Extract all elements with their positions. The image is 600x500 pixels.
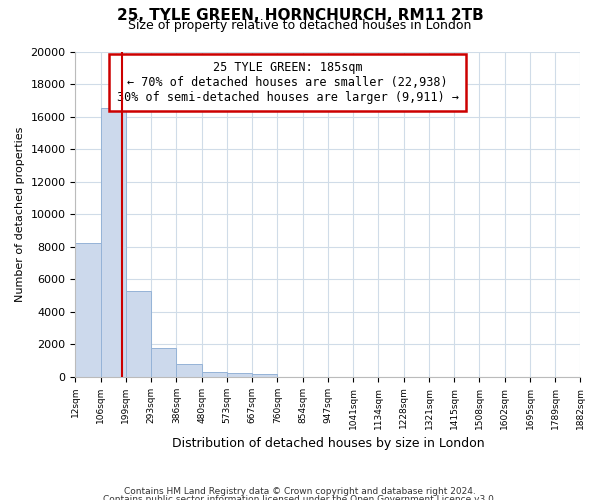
Text: Contains public sector information licensed under the Open Government Licence v3: Contains public sector information licen… xyxy=(103,495,497,500)
Text: 25, TYLE GREEN, HORNCHURCH, RM11 2TB: 25, TYLE GREEN, HORNCHURCH, RM11 2TB xyxy=(116,8,484,22)
Bar xyxy=(126,290,151,377)
Bar xyxy=(202,372,227,377)
Bar xyxy=(76,244,101,377)
Y-axis label: Number of detached properties: Number of detached properties xyxy=(15,126,25,302)
Text: Size of property relative to detached houses in London: Size of property relative to detached ho… xyxy=(128,19,472,32)
X-axis label: Distribution of detached houses by size in London: Distribution of detached houses by size … xyxy=(172,437,484,450)
Bar xyxy=(101,108,126,377)
Bar xyxy=(176,364,202,377)
Text: 25 TYLE GREEN: 185sqm
← 70% of detached houses are smaller (22,938)
30% of semi-: 25 TYLE GREEN: 185sqm ← 70% of detached … xyxy=(116,62,458,104)
Bar xyxy=(227,373,252,377)
Bar xyxy=(252,374,277,377)
Bar xyxy=(151,348,176,377)
Text: Contains HM Land Registry data © Crown copyright and database right 2024.: Contains HM Land Registry data © Crown c… xyxy=(124,487,476,496)
